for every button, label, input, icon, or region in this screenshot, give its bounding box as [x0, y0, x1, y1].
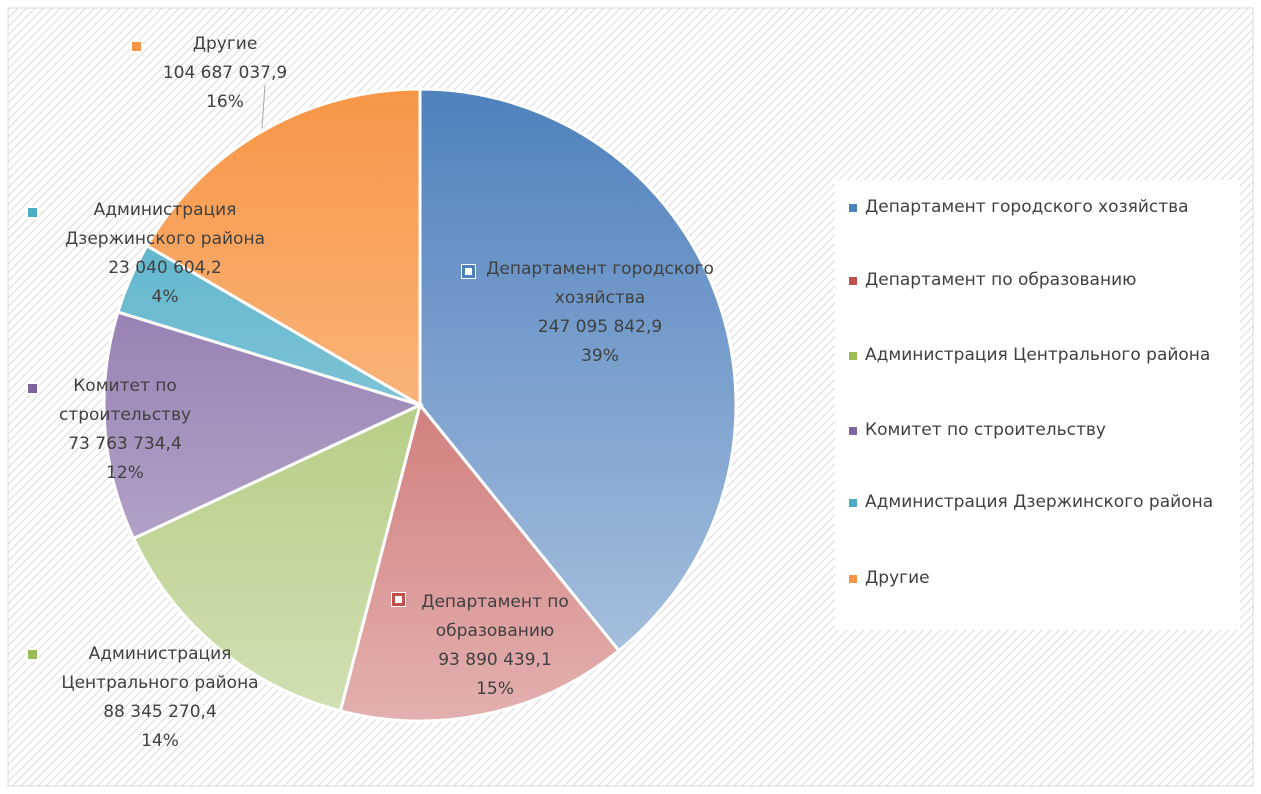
pie-slice: [144, 87, 422, 408]
label-percent: 39%: [581, 346, 619, 366]
label-marker: [26, 206, 39, 219]
label-value: 93 890 439,1: [438, 650, 552, 670]
label-percent: 4%: [151, 287, 179, 307]
legend-item: Департамент по образованию: [849, 267, 1229, 294]
legend-swatch: [849, 204, 857, 212]
legend-label: Департамент городского хозяйства: [865, 197, 1189, 217]
label-value: 88 345 270,4: [103, 702, 217, 722]
legend-label: Администрация Центрального района: [865, 345, 1211, 365]
label-name: Комитет по строительству: [58, 376, 192, 425]
pie-slice: [102, 310, 425, 541]
legend-item: Комитет по строительству: [849, 417, 1229, 444]
data-label: Комитет по строительству 73 763 734,4 12%: [40, 372, 210, 488]
label-value: 23 040 604,2: [108, 258, 222, 278]
label-name: Другие: [192, 34, 258, 54]
legend-label: Комитет по строительству: [865, 420, 1106, 440]
label-marker: [26, 382, 39, 395]
data-label: Администрация Центрального района 88 345 …: [40, 640, 280, 756]
legend: Департамент городского хозяйства Департам…: [835, 180, 1240, 630]
legend-swatch: [849, 277, 857, 285]
label-name: Департамент по образованию: [421, 592, 569, 641]
label-value: 104 687 037,9: [162, 63, 288, 83]
pie-slice: [418, 87, 738, 653]
legend-swatch: [849, 499, 857, 507]
data-label: Администрация Дзержинского района 23 040 …: [40, 196, 290, 312]
leader-line: [261, 84, 266, 129]
label-marker: [391, 592, 406, 607]
legend-item: Администрация Дзержинского района: [849, 489, 1229, 516]
data-label: Департамент по образованию 93 890 439,1 15…: [405, 588, 585, 704]
legend-item: Департамент городского хозяйства: [849, 194, 1229, 221]
label-name: Департамент городского хозяйства: [486, 259, 714, 308]
label-percent: 14%: [141, 731, 179, 751]
label-percent: 12%: [106, 463, 144, 483]
label-marker: [26, 648, 39, 661]
legend-swatch: [849, 427, 857, 435]
legend-label: Департамент по образованию: [865, 270, 1137, 290]
legend-item: Администрация Центрального района: [849, 342, 1229, 369]
data-label: Департамент городского хозяйства 247 095 …: [480, 255, 720, 371]
legend-swatch: [849, 575, 857, 583]
label-value: 247 095 842,9: [537, 317, 663, 337]
legend-swatch: [849, 352, 857, 360]
label-percent: 15%: [476, 679, 514, 699]
data-label: Другие 104 687 037,9 16%: [125, 30, 325, 117]
legend-label: Другие: [865, 568, 930, 588]
pie-slice: [131, 402, 423, 713]
legend-item: Другие: [849, 565, 1229, 592]
label-name: Администрация Центрального района: [61, 644, 259, 693]
pie-slice: [338, 401, 621, 723]
label-name: Администрация Дзержинского района: [65, 200, 265, 249]
label-value: 73 763 734,4: [68, 434, 182, 454]
legend-label: Администрация Дзержинского района: [865, 492, 1214, 512]
label-percent: 16%: [206, 92, 244, 112]
label-marker: [461, 264, 476, 279]
label-marker: [130, 40, 143, 53]
